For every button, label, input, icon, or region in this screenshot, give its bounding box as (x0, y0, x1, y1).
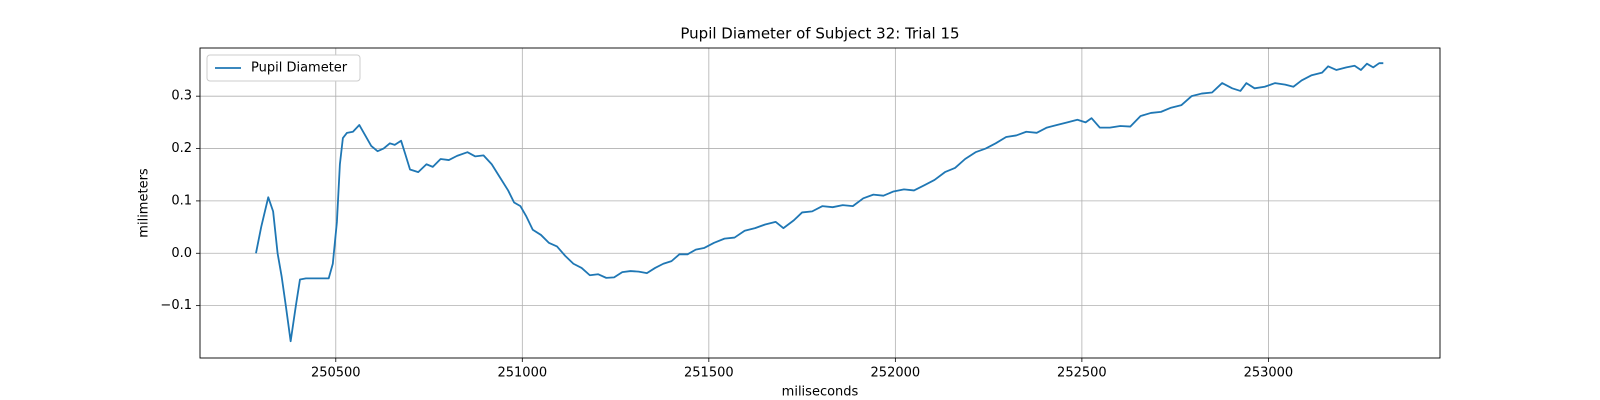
x-tick-label: 252500 (1057, 366, 1107, 381)
legend-label: Pupil Diameter (251, 61, 348, 76)
x-tick-label: 253000 (1244, 366, 1294, 381)
legend-box (206, 54, 361, 82)
x-tick-label: 251500 (684, 366, 734, 381)
y-axis-label: milimeters (137, 168, 152, 238)
x-tick-label: 251000 (497, 366, 547, 381)
plot-frame (199, 47, 1441, 359)
data-line (255, 62, 1384, 343)
y-tick-label: 0.2 (171, 141, 192, 156)
y-tick-label: 0.1 (171, 193, 192, 208)
chart-title: Pupil Diameter of Subject 32: Trial 15 (680, 25, 959, 43)
y-tick-label: −0.1 (160, 298, 192, 313)
y-tick-label: 0.3 (171, 89, 192, 104)
x-tick-label: 252000 (871, 366, 921, 381)
y-tick-label: 0.0 (171, 246, 192, 261)
x-tick-label: 250500 (311, 366, 361, 381)
x-axis-label: miliseconds (782, 385, 859, 400)
